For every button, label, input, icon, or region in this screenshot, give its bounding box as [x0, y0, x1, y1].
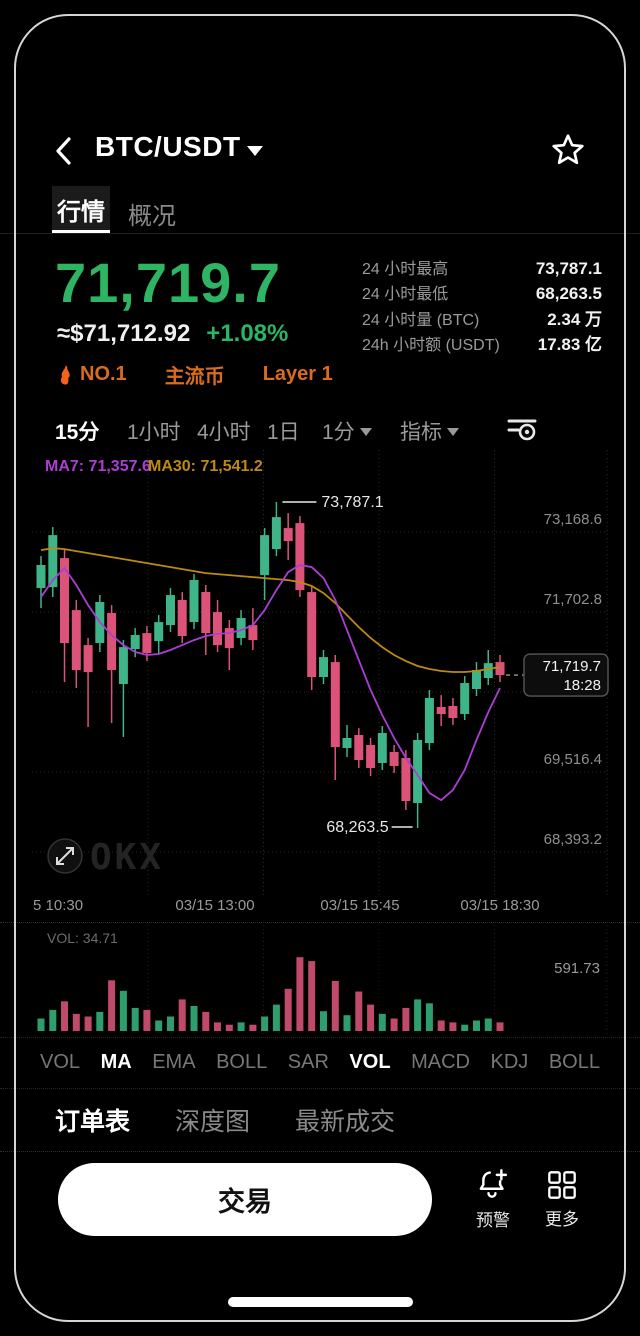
timeframe-15m[interactable]: 15分 [55, 421, 100, 444]
svg-text:69,516.4: 69,516.4 [544, 751, 602, 768]
stat-value: 2.34 万 [547, 310, 602, 329]
timeframe-1d[interactable]: 1日 [267, 421, 300, 444]
tab-depth-chart[interactable]: 深度图 [175, 1108, 251, 1136]
rank-badge[interactable]: NO.1 [57, 363, 127, 386]
x-axis-labels: 5 10:30 03/15 13:00 03/15 15:45 03/15 18… [30, 897, 610, 921]
more-label: 更多 [545, 1210, 579, 1229]
chart-volume-divider [0, 922, 640, 923]
chevron-down-icon [447, 428, 459, 436]
tab-underline [52, 230, 110, 233]
indicator-vol-main[interactable]: VOL [40, 1050, 81, 1073]
watermark: OKX [47, 837, 164, 878]
alert-action[interactable]: 预警 [467, 1168, 519, 1231]
alert-label: 预警 [476, 1211, 510, 1230]
tab-market[interactable]: 行情 [52, 186, 110, 232]
stat-value: 68,263.5 [535, 284, 602, 303]
x-axis-label: 03/15 15:45 [320, 897, 400, 914]
stat-label: 24 小时最高 [362, 261, 449, 278]
indicator-tabs: VOL MA EMA BOLL SAR VOL MACD KDJ BOLL [40, 1040, 600, 1084]
x-axis-label: 03/15 18:30 [460, 897, 540, 914]
low-annotation: 68,263.5 [326, 819, 388, 836]
volume-indicator-divider [0, 1037, 640, 1038]
volume-bars [37, 957, 504, 1031]
stat-row: 24 小时量 (BTC) 2.34 万 [362, 305, 602, 329]
svg-text:73,168.6: 73,168.6 [544, 511, 602, 528]
trade-button[interactable]: 交易 [58, 1163, 432, 1236]
svg-text:OKX: OKX [90, 837, 164, 878]
timeframe-dropdown[interactable]: 1分 [322, 416, 372, 446]
x-axis-label: 03/15 13:00 [175, 897, 255, 914]
stat-value: 73,787.1 [535, 259, 602, 278]
x-axis-label: 5 10:30 [33, 897, 84, 914]
svg-text:71,702.8: 71,702.8 [544, 591, 602, 608]
stat-label: 24h 小时额 (USDT) [362, 337, 500, 354]
indicator-sar[interactable]: SAR [287, 1050, 329, 1073]
tabs-divider [0, 1151, 640, 1152]
tab-overview[interactable]: 概况 [128, 203, 176, 230]
timeframe-1h[interactable]: 1小时 [127, 421, 181, 444]
indicator-kdj[interactable]: KDJ [490, 1050, 529, 1073]
indicator-dropdown[interactable]: 指标 [400, 416, 459, 446]
stats-panel: 24 小时最高 73,787.1 24 小时最低 68,263.5 24 小时量 (… [362, 255, 602, 354]
stat-row: 24 小时最高 73,787.1 [362, 255, 602, 278]
indicator-boll[interactable]: BOLL [216, 1050, 268, 1073]
stat-row: 24h 小时额 (USDT) 17.83 亿 [362, 330, 602, 354]
ma30-line [40, 547, 501, 673]
stat-value: 17.83 亿 [537, 335, 602, 354]
badges-row: NO.1 主流币 Layer 1 [57, 360, 333, 389]
svg-text:18:28: 18:28 [563, 677, 601, 694]
price-chart[interactable]: 73,168.6 71,702.8 69,516.4 68,393.2 MA7: 71,… [30, 450, 610, 895]
layer-badge[interactable]: Layer 1 [262, 363, 333, 385]
bell-plus-icon [479, 1169, 508, 1198]
change-percent: +1.08% [206, 320, 289, 347]
volume-chart[interactable]: VOL: 34.71 591.73 [30, 925, 610, 1037]
vol-label: VOL: 34.71 [47, 930, 118, 946]
timeframe-4h[interactable]: 4小时 [197, 421, 251, 444]
svg-text:68,393.2: 68,393.2 [544, 831, 602, 848]
stat-label: 24 小时量 (BTC) [362, 312, 480, 329]
category-badge[interactable]: 主流币 [164, 366, 225, 388]
ma7-label: MA7: 71,357.6 [45, 458, 151, 475]
indicator-macd[interactable]: MACD [411, 1050, 470, 1073]
back-icon[interactable] [52, 135, 76, 167]
fiat-price: ≈$71,712.92 [57, 320, 191, 347]
section-divider [0, 1088, 640, 1089]
candles [36, 502, 505, 828]
svg-text:71,719.7: 71,719.7 [543, 658, 601, 675]
tab-last-trades[interactable]: 最新成交 [295, 1108, 396, 1136]
indicator-boll-sub[interactable]: BOLL [548, 1050, 600, 1073]
last-price-tag [523, 653, 609, 697]
high-annotation: 73,787.1 [321, 494, 383, 511]
indicator-ma[interactable]: MA [100, 1050, 132, 1073]
favorite-star-icon[interactable] [550, 132, 586, 168]
stat-label: 24 小时最低 [362, 286, 449, 303]
pair-dropdown-icon[interactable] [247, 146, 263, 156]
ma30-label: MA30: 71,541.2 [148, 458, 263, 475]
header-divider [0, 233, 640, 234]
home-indicator[interactable] [228, 1297, 413, 1307]
indicator-ema[interactable]: EMA [152, 1050, 196, 1073]
more-action[interactable]: 更多 [537, 1170, 587, 1230]
vol-axis-max: 591.73 [554, 960, 600, 977]
chart-settings-icon[interactable] [505, 413, 539, 443]
grid-more-icon [548, 1171, 576, 1199]
pair-title[interactable]: BTC/USDT [95, 131, 241, 162]
fiat-row: ≈$71,712.92 +1.08% [57, 320, 288, 348]
flame-icon [60, 364, 70, 385]
last-price: 71,719.7 [55, 251, 281, 314]
indicator-vol-sub[interactable]: VOL [349, 1050, 391, 1073]
chevron-down-icon [359, 428, 372, 436]
stat-row: 24 小时最低 68,263.5 [362, 280, 602, 303]
ma7-line [40, 564, 501, 802]
tab-order-book[interactable]: 订单表 [55, 1108, 131, 1136]
